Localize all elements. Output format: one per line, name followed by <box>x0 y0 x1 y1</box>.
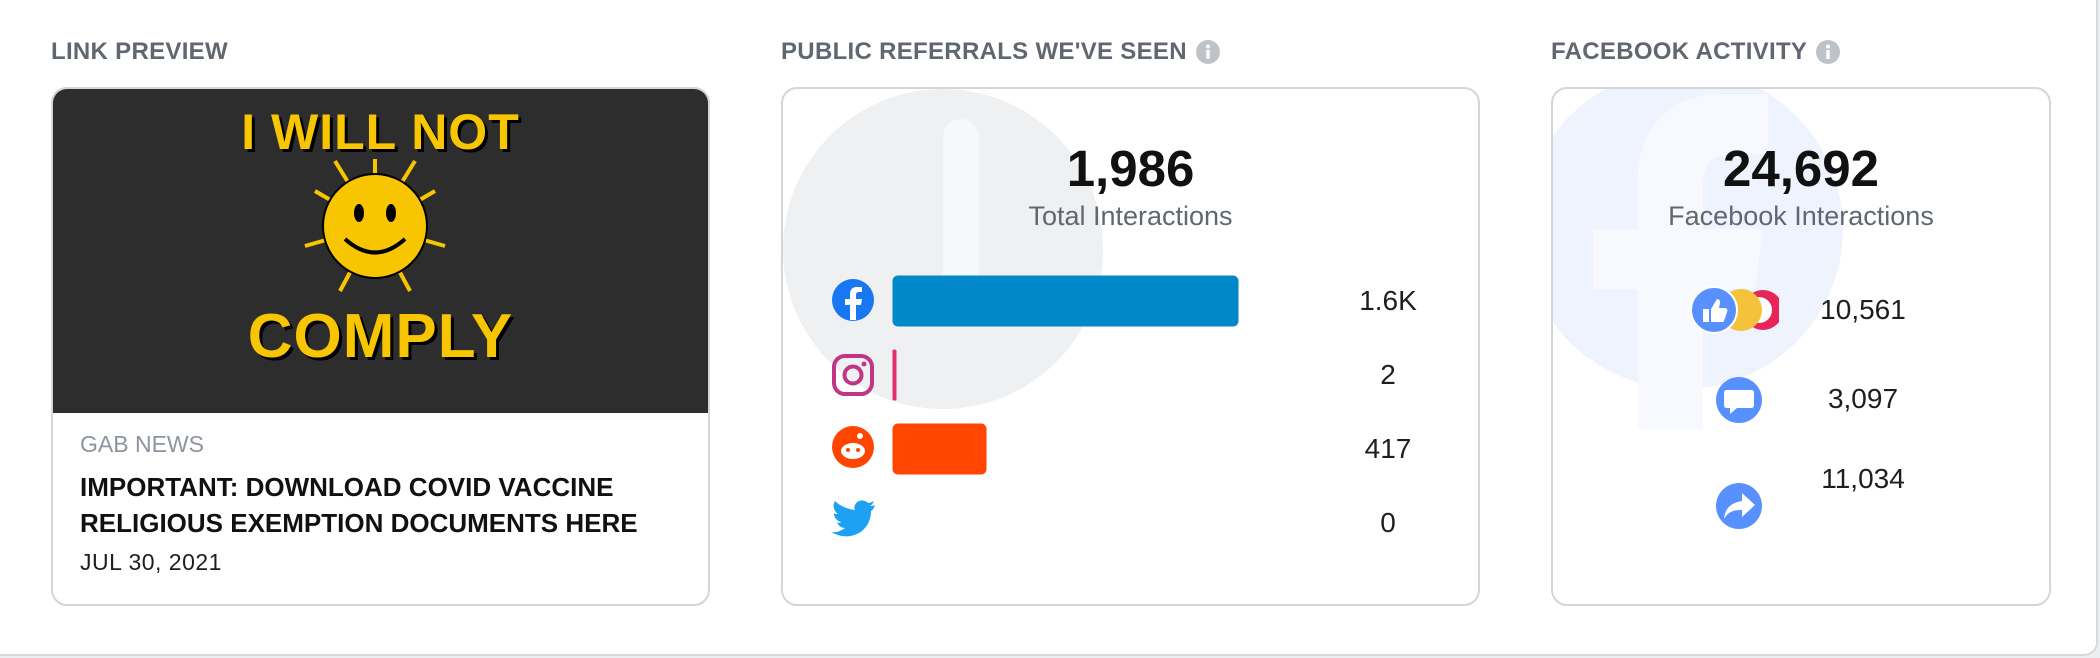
section-heading: LINK PREVIEW <box>51 38 228 65</box>
virus-smiley <box>304 159 446 292</box>
instagram-icon <box>832 354 874 396</box>
total-label: Total Interactions <box>1028 201 1233 231</box>
section-heading: FACEBOOK ACTIVITY <box>1551 38 1841 66</box>
reddit-icon <box>832 426 874 468</box>
image-text: I WILL NOT <box>241 104 520 160</box>
reactions-icon <box>1690 286 1779 334</box>
link-card[interactable]: I WILL NOT COMPLY GAB NEWS IMPORTANT: DO… <box>51 87 710 606</box>
bar <box>894 277 1237 325</box>
facebook-icon <box>832 279 874 321</box>
comments-icon <box>1716 377 1762 423</box>
heading-text: FACEBOOK ACTIVITY <box>1551 38 1808 65</box>
count: 10,561 <box>1820 294 1906 325</box>
total: 24,692 <box>1723 140 1879 197</box>
value-label: 2 <box>1380 359 1396 390</box>
count: 3,097 <box>1827 383 1899 414</box>
shares-icon <box>1716 483 1762 529</box>
section-heading: PUBLIC REFERRALS WE'VE SEEN <box>781 38 1221 66</box>
preview-image: I WILL NOT COMPLY <box>53 89 708 413</box>
image-text: COMPLY <box>247 302 514 371</box>
watermark <box>783 89 1103 409</box>
info-icon[interactable] <box>1815 39 1841 65</box>
heading-text: PUBLIC REFERRALS WE'VE SEEN <box>781 38 1187 65</box>
total-label: Facebook Interactions <box>1668 201 1934 231</box>
twitter-icon <box>831 500 875 537</box>
date: JUL 30, 2021 <box>80 549 222 575</box>
facebook-card: 24,692 Facebook Interactions 10,561 3,097… <box>1551 87 2051 606</box>
total: 1,986 <box>1066 140 1195 197</box>
headline: IMPORTANT: DOWNLOAD COVID VACCINE RELIGI… <box>80 472 638 538</box>
value-label: 1.6K <box>1359 285 1417 316</box>
info-icon[interactable] <box>1195 39 1221 65</box>
referrals-card: 1,986 Total Interactions 1.6K 2 417 0 <box>781 87 1480 606</box>
value-label: 0 <box>1380 507 1396 538</box>
bar <box>894 425 986 473</box>
source: GAB NEWS <box>80 431 204 457</box>
value-label: 417 <box>1364 433 1412 464</box>
count: 11,034 <box>1821 463 1905 494</box>
